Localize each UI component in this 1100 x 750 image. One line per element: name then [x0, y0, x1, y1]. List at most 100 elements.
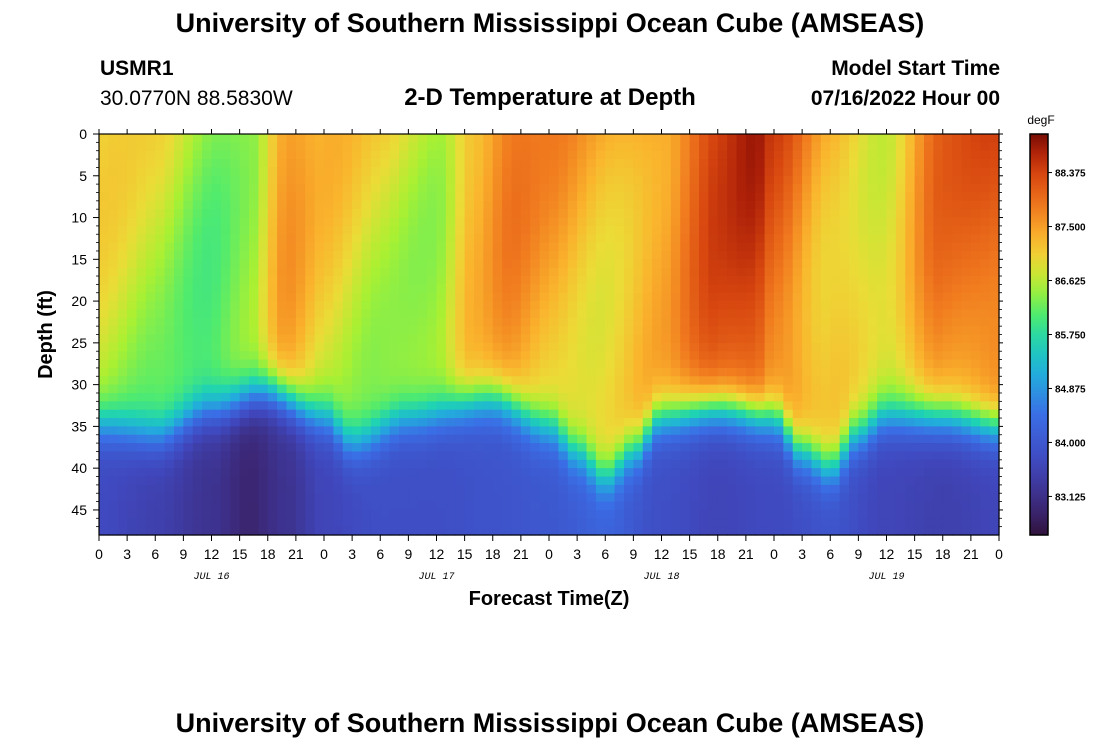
heatmap-cell — [192, 401, 203, 411]
heatmap-cell — [164, 209, 175, 219]
heatmap-cell — [249, 518, 259, 528]
heatmap-cell — [642, 526, 653, 536]
heatmap-cell — [155, 392, 166, 402]
heatmap-cell — [455, 451, 466, 461]
heatmap-cell — [277, 384, 288, 394]
heatmap-cell — [680, 342, 691, 352]
heatmap-cell — [277, 451, 288, 461]
heatmap-cell — [567, 392, 578, 402]
heatmap-cell — [858, 326, 869, 336]
heatmap-cell — [886, 401, 897, 411]
heatmap-cell — [952, 234, 963, 244]
heatmap-cell — [380, 334, 391, 344]
heatmap-cell — [305, 192, 316, 202]
heatmap-cell — [492, 518, 503, 528]
heatmap-cell — [530, 526, 541, 536]
heatmap-cell — [286, 476, 297, 486]
heatmap-cell — [539, 384, 550, 394]
heatmap-cell — [174, 493, 184, 503]
heatmap-cell — [183, 459, 194, 469]
heatmap-cell — [511, 367, 522, 377]
heatmap-cell — [802, 476, 813, 486]
heatmap-cell — [680, 267, 691, 277]
heatmap-cell — [174, 242, 184, 252]
heatmap-cell — [614, 142, 625, 152]
heatmap-cell — [183, 142, 194, 152]
heatmap-cell — [211, 276, 222, 285]
heatmap-cell — [642, 225, 653, 235]
heatmap-cell — [774, 242, 784, 252]
heatmap-cell — [295, 392, 306, 402]
heatmap-cell — [417, 326, 428, 336]
heatmap-cell — [952, 284, 963, 294]
heatmap-cell — [820, 175, 831, 185]
heatmap-cell — [192, 292, 203, 302]
heatmap-cell — [202, 250, 213, 260]
heatmap-cell — [558, 518, 569, 528]
heatmap-cell — [352, 476, 363, 486]
heatmap-cell — [202, 351, 213, 361]
heatmap-cell — [727, 150, 738, 160]
heatmap-cell — [249, 192, 259, 202]
heatmap-cell — [633, 301, 644, 311]
heatmap-cell — [774, 301, 784, 311]
heatmap-cell — [192, 159, 203, 169]
heatmap-cell — [183, 351, 194, 361]
heatmap-cell — [980, 468, 991, 478]
heatmap-cell — [183, 200, 194, 210]
heatmap-cell — [642, 284, 653, 294]
heatmap-cell — [680, 317, 691, 327]
heatmap-cell — [445, 159, 456, 169]
heatmap-cell — [127, 459, 138, 469]
heatmap-cell — [455, 376, 466, 386]
heatmap-cell — [408, 409, 419, 419]
colorbar-ramp — [1029, 133, 1049, 536]
heatmap-cell — [867, 526, 878, 536]
heatmap-cell — [914, 326, 925, 336]
heatmap-cell — [539, 175, 550, 185]
heatmap-cell — [174, 250, 184, 260]
heatmap-cell — [605, 250, 616, 260]
heatmap-cell — [220, 518, 231, 528]
heatmap-cell — [474, 376, 484, 386]
heatmap-cell — [192, 518, 203, 528]
heatmap-cell — [445, 167, 456, 177]
heatmap-cell — [455, 359, 466, 369]
heatmap-cell — [567, 284, 578, 294]
heatmap-cell — [117, 242, 128, 252]
heatmap-cell — [145, 192, 156, 202]
heatmap-cell — [108, 217, 119, 227]
heatmap-cell — [614, 150, 625, 160]
heatmap-cell — [614, 526, 625, 536]
heatmap-cell — [474, 225, 484, 235]
heatmap-cell — [549, 192, 559, 202]
heatmap-cell — [745, 134, 756, 143]
heatmap-cell — [708, 409, 719, 419]
heatmap-cell — [427, 175, 438, 185]
heatmap-cell — [614, 392, 625, 402]
heatmap-cell — [239, 209, 250, 219]
heatmap-cell — [520, 392, 531, 402]
heatmap-cell — [680, 468, 691, 478]
heatmap-cell — [586, 351, 597, 361]
heatmap-cell — [464, 276, 475, 285]
heatmap-cell — [258, 200, 269, 210]
heatmap-cell — [239, 518, 250, 528]
heatmap-cell — [108, 434, 119, 444]
heatmap-cell — [539, 509, 550, 519]
heatmap-cell — [155, 159, 166, 169]
heatmap-cell — [455, 384, 466, 394]
heatmap-cell — [492, 234, 503, 244]
heatmap-cell — [417, 267, 428, 277]
heatmap-cell — [427, 459, 438, 469]
heatmap-cell — [539, 217, 550, 227]
heatmap-cell — [464, 326, 475, 336]
heatmap-cell — [314, 259, 325, 269]
heatmap-cell — [961, 459, 972, 469]
heatmap-cell — [370, 501, 381, 511]
heatmap-cell — [905, 443, 916, 453]
heatmap-cell — [239, 392, 250, 402]
heatmap-cell — [839, 217, 850, 227]
heatmap-cell — [239, 384, 250, 394]
heatmap-cell — [361, 250, 372, 260]
